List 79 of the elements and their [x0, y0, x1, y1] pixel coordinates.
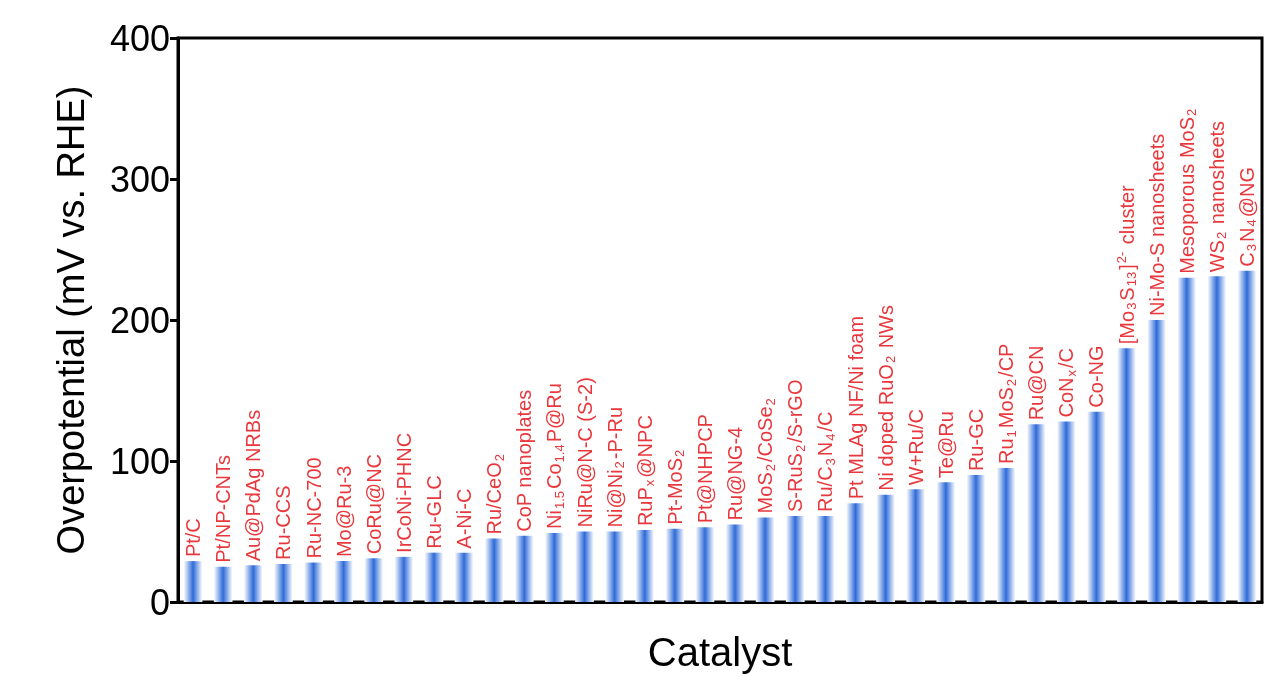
- bar: [274, 563, 293, 602]
- bar: [605, 531, 624, 602]
- x-tick-label: IrCoNi-PHNC: [392, 432, 415, 553]
- bar: [635, 530, 655, 602]
- bar: [1147, 320, 1166, 602]
- bar: [545, 532, 564, 602]
- x-axis-title: Catalyst: [647, 630, 793, 674]
- x-tick-label: Pt@NHPCP: [693, 414, 716, 524]
- bar: [876, 494, 895, 602]
- bar: [966, 475, 986, 602]
- x-tick-label: Ru-CCS: [272, 485, 295, 560]
- bar: [755, 517, 775, 602]
- x-tick-label: Te@Ru: [934, 411, 957, 479]
- x-tick-label: Pt-MoS2: [663, 449, 688, 525]
- x-tick-label: Ru-GLC: [422, 475, 445, 549]
- bar: [695, 527, 715, 602]
- bar: [1117, 348, 1136, 602]
- y-tick-label: 400: [109, 17, 170, 59]
- x-tick-label: C3N4@NG: [1235, 166, 1260, 267]
- bar: [334, 561, 353, 602]
- x-tick-label: CoRu@NC: [362, 453, 385, 555]
- bar: [1056, 421, 1076, 602]
- y-tick-label: 0: [149, 581, 170, 623]
- bar: [1026, 424, 1046, 602]
- x-tick-label: Au@PdAg NRBs: [242, 409, 265, 562]
- x-tick-label: Mo@Ru-3: [332, 465, 355, 558]
- bar: [394, 556, 414, 602]
- bar: [816, 515, 835, 602]
- x-tick-label: W+Ru/C: [904, 409, 927, 486]
- x-tick-label: Ru-GC: [964, 408, 987, 472]
- x-tick-label: Ru1MoS2/CP: [995, 343, 1019, 465]
- x-tick-label: Ru/C3N4/C: [814, 411, 838, 512]
- bar: [906, 489, 926, 602]
- x-tick-label: Pt MLAg NF/Ni foam: [844, 315, 867, 500]
- bar: [575, 531, 594, 602]
- x-tick-label: CoNx/C: [1055, 348, 1079, 418]
- bar: [454, 552, 474, 602]
- bar: [514, 535, 534, 602]
- y-tick-label: 300: [109, 158, 170, 200]
- bar: [665, 528, 685, 602]
- x-tick-label: Ni@Ni2-P-Ru: [603, 406, 628, 528]
- x-tick-label: Mesoporous MoS2: [1175, 108, 1200, 274]
- bar: [996, 468, 1016, 602]
- x-tick-label: Ni1.5Co1.4P@Ru: [543, 383, 567, 529]
- x-tick-label: Ni-Mo-S nanosheets: [1145, 133, 1168, 316]
- bar: [785, 515, 805, 602]
- x-tick-label: Ni doped RuO2 NWs: [874, 304, 899, 491]
- bar: [364, 558, 384, 602]
- x-tick-label: [Mo3S13]2- cluster: [1114, 184, 1139, 345]
- bar: [725, 524, 745, 602]
- x-tick-label: Ru/CeO2: [483, 454, 507, 535]
- x-tick-label: RuPx@NPC: [633, 415, 658, 527]
- y-tick-label: 100: [109, 440, 170, 482]
- bar: [1207, 276, 1227, 602]
- x-tick-label: Ru@NG-4: [724, 426, 747, 521]
- bar: [846, 503, 865, 602]
- x-tick-label: S-RuS2/S-rGO: [784, 379, 808, 512]
- x-tick-label: MoS2/CoSe2: [754, 398, 778, 514]
- x-tick-label: Ru@CN: [1025, 345, 1048, 421]
- bar: [1177, 277, 1197, 602]
- x-tick-label: A-Ni-C: [453, 488, 476, 549]
- bar: [484, 538, 504, 602]
- x-tick-label: WS2 nanosheets: [1205, 120, 1230, 273]
- x-tick-label: NiRu@N-C (S-2): [573, 377, 596, 528]
- bar: [936, 482, 956, 602]
- bar: [213, 566, 233, 602]
- x-tick-label: Pt/NP-CNTs: [212, 454, 235, 563]
- bar: [183, 561, 203, 602]
- x-tick-label: Co-NG: [1085, 345, 1108, 408]
- y-axis-title: Overpotential (mV vs. RHE): [50, 85, 92, 555]
- bar: [1237, 270, 1257, 602]
- x-tick-label: CoP nanoplates: [513, 389, 536, 532]
- bar: [424, 552, 444, 602]
- y-tick-label: 200: [109, 299, 170, 341]
- x-tick-label: Pt/C: [182, 518, 205, 558]
- bar: [243, 565, 263, 602]
- x-tick-label: Ru-NC-700: [302, 457, 325, 559]
- bar: [304, 562, 323, 602]
- bar: [1087, 411, 1106, 602]
